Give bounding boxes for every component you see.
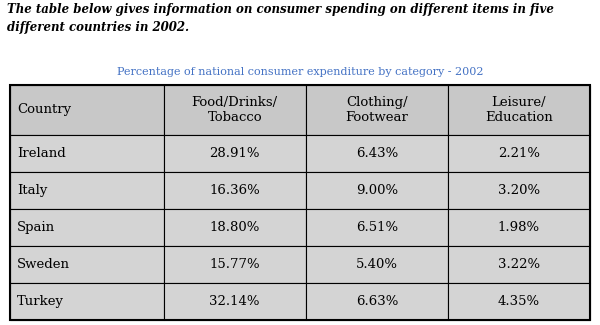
Bar [448, 135, 590, 172]
Text: Spain: Spain [17, 221, 55, 234]
Text: 5.40%: 5.40% [356, 258, 398, 271]
Bar [164, 209, 306, 246]
Text: 1.98%: 1.98% [498, 221, 540, 234]
Bar [448, 246, 590, 283]
Text: The table below gives information on consumer spending on different items in fiv: The table below gives information on con… [7, 3, 554, 34]
Text: Leisure/
Education: Leisure/ Education [485, 96, 553, 124]
Bar [10, 85, 590, 320]
Text: 6.43%: 6.43% [356, 147, 398, 160]
Text: Turkey: Turkey [17, 295, 64, 308]
Bar [448, 85, 590, 135]
Bar [10, 135, 164, 172]
Text: Food/Drinks/
Tobacco: Food/Drinks/ Tobacco [191, 96, 278, 124]
Text: 4.35%: 4.35% [498, 295, 540, 308]
Text: 32.14%: 32.14% [209, 295, 260, 308]
Bar [164, 246, 306, 283]
Text: Clothing/
Footwear: Clothing/ Footwear [346, 96, 408, 124]
Bar [448, 209, 590, 246]
Bar [164, 135, 306, 172]
Bar [164, 283, 306, 320]
Text: Italy: Italy [17, 184, 47, 197]
Text: 3.22%: 3.22% [498, 258, 540, 271]
Bar [164, 172, 306, 209]
Bar [10, 172, 164, 209]
Text: 6.51%: 6.51% [356, 221, 398, 234]
Text: Percentage of national consumer expenditure by category - 2002: Percentage of national consumer expendit… [117, 67, 483, 77]
Text: 6.63%: 6.63% [356, 295, 398, 308]
Text: 3.20%: 3.20% [498, 184, 540, 197]
Bar [306, 135, 448, 172]
Text: 15.77%: 15.77% [209, 258, 260, 271]
Text: 28.91%: 28.91% [209, 147, 260, 160]
Bar [306, 172, 448, 209]
Bar [448, 283, 590, 320]
Bar [164, 85, 306, 135]
Text: 2.21%: 2.21% [498, 147, 540, 160]
Text: Country: Country [17, 103, 71, 116]
Bar [306, 246, 448, 283]
Bar [306, 209, 448, 246]
Text: 16.36%: 16.36% [209, 184, 260, 197]
Bar [10, 246, 164, 283]
Bar [10, 209, 164, 246]
Text: Sweden: Sweden [17, 258, 70, 271]
Text: 9.00%: 9.00% [356, 184, 398, 197]
Bar [448, 172, 590, 209]
Bar [306, 85, 448, 135]
Bar [10, 85, 164, 135]
Bar [10, 283, 164, 320]
Text: 18.80%: 18.80% [209, 221, 260, 234]
Bar [306, 283, 448, 320]
Text: Ireland: Ireland [17, 147, 66, 160]
